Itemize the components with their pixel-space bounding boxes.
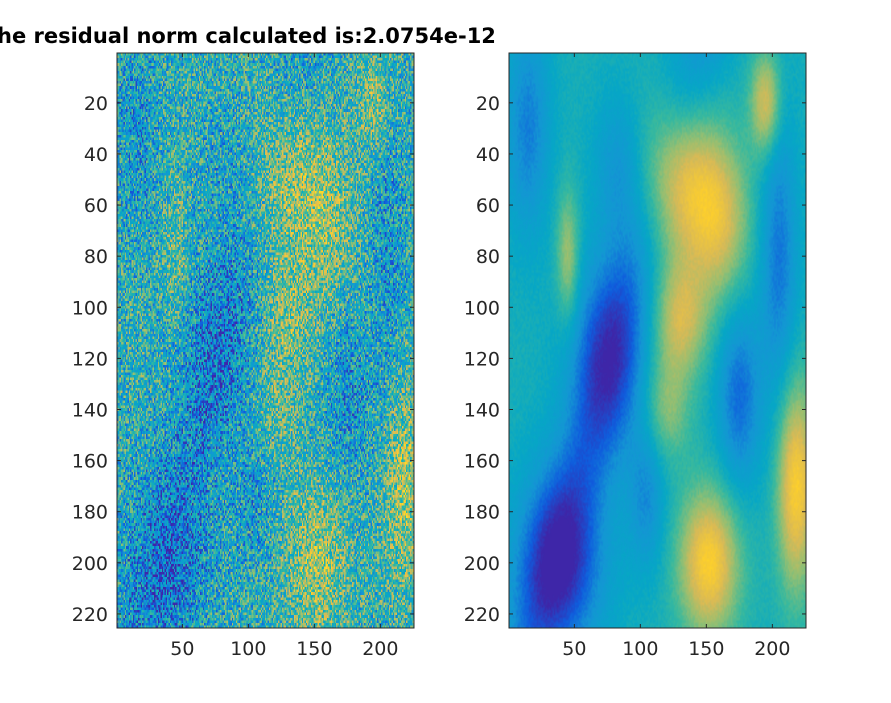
x-tick-label: 150 <box>688 638 724 660</box>
y-tick-label: 20 <box>84 93 108 115</box>
y-tick-label: 220 <box>72 604 108 626</box>
x-tick-label: 100 <box>230 638 266 660</box>
y-tick-label: 120 <box>464 348 500 370</box>
x-tick-label: 200 <box>362 638 398 660</box>
y-tick-label: 20 <box>476 93 500 115</box>
y-tick-label: 40 <box>476 144 500 166</box>
y-tick-label: 80 <box>84 246 108 268</box>
x-tick-label: 50 <box>562 638 586 660</box>
x-tick-label: 50 <box>170 638 194 660</box>
y-tick-label: 60 <box>476 195 500 217</box>
figure-title: he residual norm calculated is:2.0754e-1… <box>0 24 496 48</box>
y-tick-label: 140 <box>464 400 500 422</box>
y-tick-label: 220 <box>464 604 500 626</box>
y-tick-label: 60 <box>84 195 108 217</box>
y-tick-label: 100 <box>464 297 500 319</box>
axes-box <box>508 52 807 629</box>
heatmap-image <box>509 53 806 628</box>
y-tick-label: 200 <box>72 553 108 575</box>
axes-box <box>116 52 415 629</box>
y-tick-label: 40 <box>84 144 108 166</box>
y-tick-label: 140 <box>72 400 108 422</box>
right-heatmap-axes: 50 100 150 200 20 40 60 80 100 120 140 160 180 200 220 <box>464 52 807 660</box>
x-tick-label: 150 <box>296 638 332 660</box>
y-tick-label: 160 <box>72 451 108 473</box>
y-tick-label: 180 <box>464 502 500 524</box>
y-tick-label: 120 <box>72 348 108 370</box>
y-tick-label: 200 <box>464 553 500 575</box>
heatmap-image <box>117 53 414 628</box>
x-tick-label: 100 <box>622 638 658 660</box>
y-tick-label: 100 <box>72 297 108 319</box>
y-tick-label: 80 <box>476 246 500 268</box>
y-tick-label: 160 <box>464 451 500 473</box>
x-tick-label: 200 <box>754 638 790 660</box>
left-heatmap-axes: 50 100 150 200 20 40 60 80 100 120 140 160 180 200 220 <box>72 52 415 660</box>
y-tick-label: 180 <box>72 502 108 524</box>
